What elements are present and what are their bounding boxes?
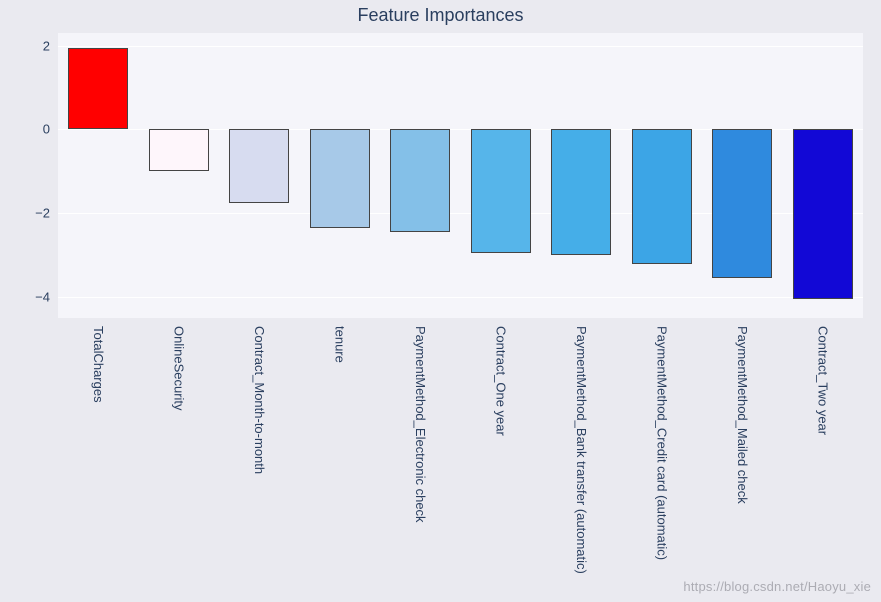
y-tick-label: −4	[0, 290, 50, 305]
x-tick-label: tenure	[333, 326, 346, 363]
x-tick-label: PaymentMethod_Credit card (automatic)	[655, 326, 668, 560]
bar	[712, 129, 772, 278]
chart-title: Feature Importances	[0, 5, 881, 26]
x-tick-label: PaymentMethod_Bank transfer (automatic)	[575, 326, 588, 574]
x-axis-ticks: TotalCharges OnlineSecurity Contract_Month…	[58, 326, 863, 596]
bar	[229, 129, 289, 202]
x-tick-label: Contract_Two year	[816, 326, 829, 435]
grid-line	[58, 297, 863, 298]
x-tick-label: PaymentMethod_Mailed check	[736, 326, 749, 504]
x-tick-label: OnlineSecurity	[172, 326, 185, 411]
y-tick-label: 0	[0, 122, 50, 137]
x-tick-label: Contract_One year	[494, 326, 507, 436]
bar	[68, 48, 128, 130]
bar	[390, 129, 450, 232]
bar	[149, 129, 209, 171]
bar	[632, 129, 692, 263]
chart-container: Feature Importances −4 −2 0 2 TotalCharges O…	[0, 0, 881, 602]
bar	[551, 129, 611, 255]
watermark: https://blog.csdn.net/Haoyu_xie	[683, 579, 871, 594]
bar	[310, 129, 370, 227]
bar	[471, 129, 531, 253]
bar	[793, 129, 853, 299]
y-tick-label: 2	[0, 38, 50, 53]
x-tick-label: Contract_Month-to-month	[253, 326, 266, 474]
y-tick-label: −2	[0, 206, 50, 221]
plot-area	[58, 33, 863, 318]
grid-line	[58, 46, 863, 47]
x-tick-label: TotalCharges	[92, 326, 105, 403]
x-tick-label: PaymentMethod_Electronic check	[414, 326, 427, 523]
